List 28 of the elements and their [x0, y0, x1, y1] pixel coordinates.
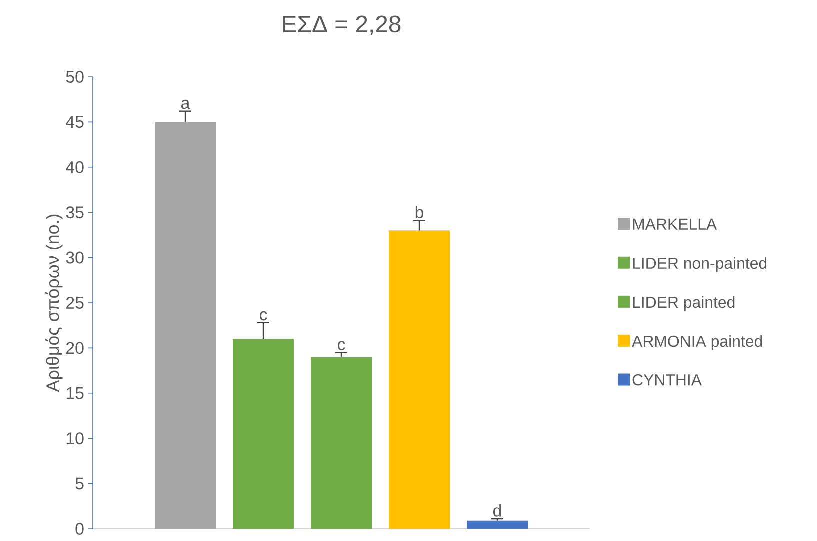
annotation: c [338, 341, 346, 351]
y-tick-label: 35 [66, 206, 84, 219]
y-tick-label: 45 [66, 116, 84, 128]
bar [233, 339, 294, 529]
annotation: d [494, 504, 502, 517]
y-tick-label: 5 [76, 478, 84, 490]
y-tick-label: 40 [66, 161, 84, 174]
bar [467, 520, 528, 529]
y-axis-title: Αριθμός σπόρων (no.) [46, 214, 63, 392]
y-tick-label: 25 [66, 297, 84, 309]
chart-title: ΕΣΔ = 2,28 [283, 16, 401, 36]
bar [311, 357, 372, 529]
annotation: b [416, 206, 424, 219]
legend-label: CYNTHIA [632, 374, 702, 386]
annotation: a [182, 100, 190, 110]
y-tick-label: 20 [66, 342, 84, 354]
y-tick-label: 30 [66, 252, 84, 264]
legend-label: LIDER painted [633, 296, 735, 312]
annotation: c [260, 311, 268, 321]
bar [155, 122, 216, 529]
bar [389, 230, 450, 529]
legend-label: LIDER non-painted [633, 257, 767, 272]
legend-label: MARKELLA [633, 218, 718, 230]
y-tick-label: 10 [66, 432, 84, 445]
legend-label: ARMONIA painted [632, 335, 762, 350]
y-tick-label: 50 [66, 71, 84, 83]
y-tick-label: 0 [76, 523, 84, 535]
y-tick-label: 15 [66, 387, 84, 400]
